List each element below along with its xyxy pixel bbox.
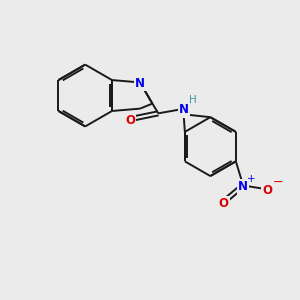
Text: +: +	[247, 174, 256, 184]
Text: N: N	[238, 181, 248, 194]
Text: −: −	[272, 176, 283, 189]
Text: O: O	[218, 197, 229, 210]
Text: N: N	[179, 103, 189, 116]
Text: O: O	[125, 114, 135, 127]
Text: H: H	[189, 95, 196, 105]
Text: O: O	[262, 184, 273, 197]
Text: N: N	[135, 77, 145, 90]
